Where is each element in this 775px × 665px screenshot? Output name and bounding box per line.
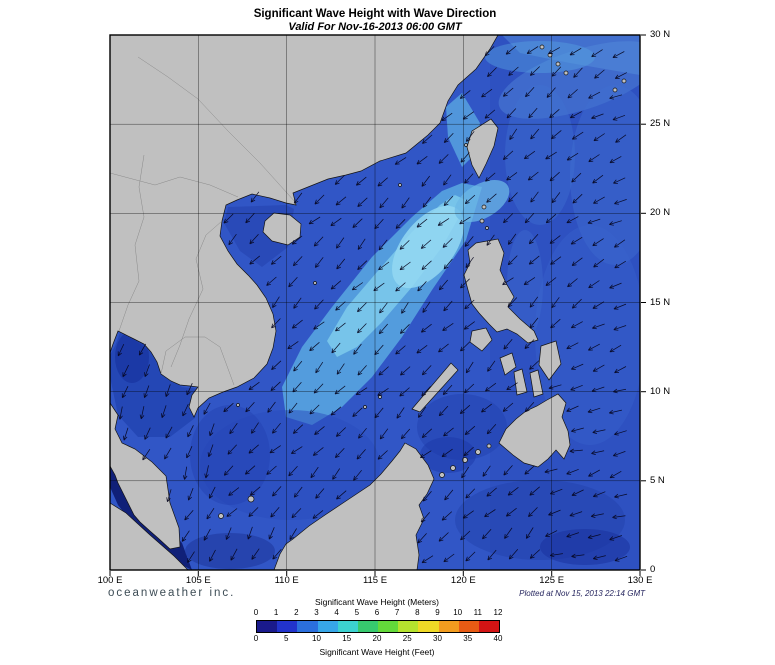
oceanweather-credit: oceanweather inc. xyxy=(108,587,236,599)
lon-tick-label: 110 E xyxy=(274,575,299,586)
lat-tick-label: 10 N xyxy=(650,385,671,397)
lat-lon-grid xyxy=(110,35,640,570)
meters-tick: 3 xyxy=(314,608,319,617)
landmass-sumatra xyxy=(110,502,189,570)
feet-tick: 35 xyxy=(463,634,473,643)
lat-tick-label: 25 N xyxy=(650,118,671,130)
lon-tick-label: 105 E xyxy=(185,575,211,586)
lat-tick-label: 15 N xyxy=(650,296,671,308)
colorbar-segment xyxy=(277,621,298,632)
meters-tick: 8 xyxy=(415,608,420,617)
landmass-samar xyxy=(538,340,562,381)
landmass-malay-peninsula xyxy=(110,402,181,550)
wave-direction-arrows xyxy=(117,45,628,564)
map-content xyxy=(110,35,640,570)
arrow-field xyxy=(117,45,628,564)
feet-tick: 20 xyxy=(372,634,382,643)
colorbar-segment xyxy=(438,621,459,632)
axis-tickmarks xyxy=(109,34,646,576)
page-title: Significant Wave Height with Wave Direct… xyxy=(253,8,497,20)
colorbar-segment xyxy=(297,621,318,632)
landmass-panay xyxy=(499,352,517,376)
legend-feet-label: Significant Wave Height (Feet) xyxy=(319,647,435,657)
meters-tick: 2 xyxy=(294,608,299,617)
lon-tick-label: 120 E xyxy=(450,575,476,586)
country-border xyxy=(118,154,145,332)
meters-tick: 5 xyxy=(354,608,360,617)
colorbar-segment xyxy=(357,621,379,632)
colorbar-segment xyxy=(418,621,439,632)
valid-time-subtitle: Valid For Nov-16-2013 06:00 GMT xyxy=(288,21,462,33)
landmass-negros xyxy=(513,368,528,396)
landmass-mainland-asia xyxy=(110,35,499,418)
colorbar-segment xyxy=(378,621,399,632)
meters-tick: 4 xyxy=(334,608,339,617)
landmass-layer xyxy=(110,35,627,570)
country-border xyxy=(170,220,223,368)
small-islands xyxy=(218,44,627,519)
colorbar-segment xyxy=(257,621,278,632)
meters-tick: 6 xyxy=(374,608,380,617)
wave-height-map xyxy=(109,34,646,576)
country-border xyxy=(160,336,235,386)
legend-feet-ticks: 0 5 10 15 20 25 30 35 40 xyxy=(253,634,503,644)
lon-tick-label: 115 E xyxy=(362,575,388,586)
country-border xyxy=(137,56,297,204)
feet-tick: 40 xyxy=(493,634,503,643)
lat-tick-label: 5 N xyxy=(650,474,665,486)
feet-tick: 10 xyxy=(312,634,321,643)
map-frame xyxy=(109,34,641,571)
country-border xyxy=(110,172,239,198)
lat-tick-label: 20 N xyxy=(650,207,671,219)
lon-tick-label: 130 E xyxy=(627,575,653,586)
plotted-timestamp: Plotted at Nov 15, 2013 22:14 GMT xyxy=(519,589,645,598)
landmass-borneo xyxy=(273,442,435,570)
landmass-mindoro xyxy=(469,327,493,352)
colorbar-segment xyxy=(478,621,500,632)
legend-meters-ticks: 0 1 2 3 4 5 6 7 8 9 10 11 12 xyxy=(253,608,503,618)
feet-tick: 15 xyxy=(342,634,352,643)
lon-tick-label: 100 E xyxy=(97,575,123,586)
meters-tick: 10 xyxy=(453,608,463,617)
colorbar-segment xyxy=(337,621,358,632)
landmass-cebu xyxy=(529,369,544,398)
feet-tick: 30 xyxy=(433,634,442,643)
meters-tick: 9 xyxy=(435,608,440,617)
lat-tick-label: 0 xyxy=(650,564,656,575)
colorbar-segment xyxy=(398,621,419,632)
legend-meters-label: Significant Wave Height (Meters) xyxy=(315,597,439,607)
lon-tick-label: 125 E xyxy=(539,575,565,586)
meters-tick: 7 xyxy=(394,608,400,617)
meters-tick: 12 xyxy=(493,608,503,617)
feet-tick: 25 xyxy=(402,634,412,643)
feet-tick: 5 xyxy=(284,634,289,643)
meters-tick: 11 xyxy=(473,608,482,617)
colorbar-segment xyxy=(317,621,338,632)
colorbar-segment xyxy=(458,621,479,632)
meters-tick: 1 xyxy=(273,608,279,617)
landmass-palawan xyxy=(411,362,459,413)
wave-height-colorbar xyxy=(256,620,500,633)
lat-tick-label: 30 N xyxy=(650,29,671,40)
landmass-hainan xyxy=(262,212,302,246)
meters-tick: 0 xyxy=(253,608,259,617)
feet-tick: 0 xyxy=(253,634,259,643)
